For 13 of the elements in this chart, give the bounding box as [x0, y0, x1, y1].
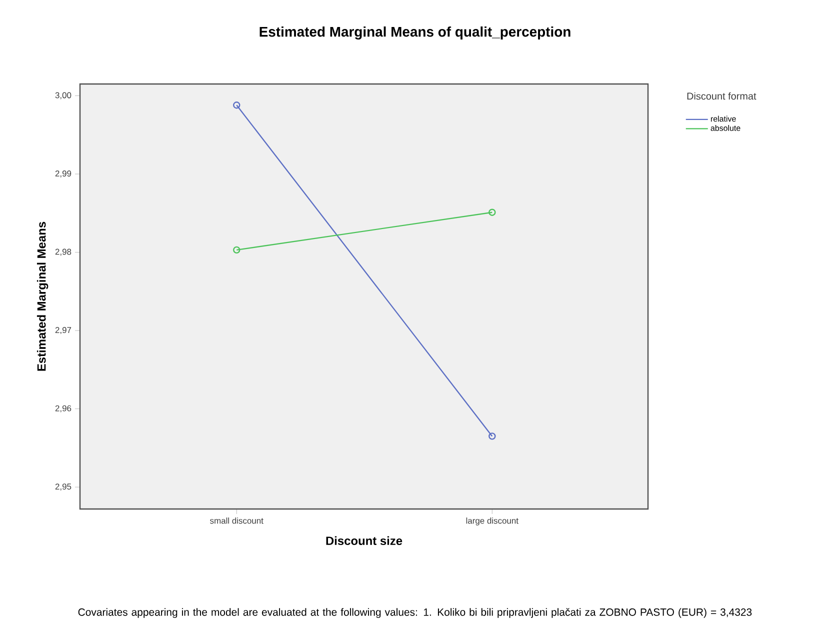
x-tick-label: large discount: [466, 518, 518, 526]
y-tick-label: 3,00: [55, 92, 72, 100]
y-tick-label: 2,96: [55, 405, 72, 412]
x-tick-label: small discount: [210, 518, 264, 524]
y-axis-title: Estimated Marginal Means: [36, 222, 48, 371]
x-axis-title: Discount size: [326, 536, 402, 546]
y-tick-label: 2,98: [55, 248, 72, 256]
chart-title: Estimated Marginal Means of qualit_perception: [260, 26, 570, 40]
legend-title: Discount format: [687, 92, 756, 100]
y-tick-label: 2,99: [55, 170, 72, 178]
y-tick-label: 2,95: [55, 484, 72, 491]
text: Covariates appearing in the model are evaluated at the following values: 1. Koliko bi bili pripravljeni plačati za ZOBNO PASTO (EUR) = 3,4323: [78, 608, 752, 618]
y-tick-label: 2,97: [55, 327, 72, 334]
